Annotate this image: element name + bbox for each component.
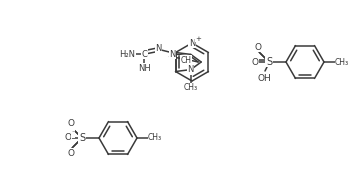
Text: O: O [68,148,74,158]
Text: NH: NH [138,64,150,73]
Text: H₂N: H₂N [119,50,135,59]
Text: CH₃: CH₃ [148,134,162,143]
Text: ⁻: ⁻ [71,129,75,138]
Text: N: N [169,50,175,59]
Text: CH₃: CH₃ [335,57,349,66]
Text: S: S [79,133,85,143]
Text: +: + [195,36,201,42]
Text: N: N [189,39,195,48]
Text: N: N [188,65,194,74]
Text: O: O [64,134,72,143]
Text: O: O [251,57,258,66]
Text: CH₃: CH₃ [184,83,198,92]
Text: C: C [141,50,147,59]
Text: O: O [255,42,262,51]
Text: N: N [155,44,161,53]
Text: O: O [68,118,74,127]
Text: CH: CH [181,55,192,64]
Text: OH: OH [257,73,271,82]
Text: S: S [266,57,272,67]
